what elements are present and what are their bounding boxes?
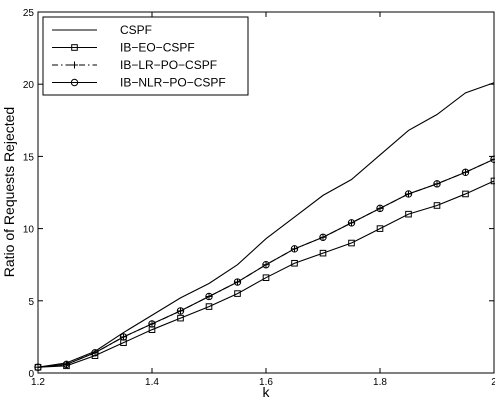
circle-marker — [233, 278, 242, 286]
square-marker — [319, 249, 327, 257]
legend-label: CSPF — [120, 23, 152, 37]
circle-marker — [290, 245, 299, 253]
circle-marker — [404, 190, 413, 198]
circle-marker — [347, 219, 356, 227]
y-tick-label: 0 — [28, 369, 34, 380]
square-marker — [405, 210, 412, 218]
circle-marker — [490, 155, 495, 163]
y-axis-label: Ratio of Requests Rejected — [1, 107, 17, 277]
x-tick-label: 1.2 — [31, 377, 45, 388]
circle-marker — [433, 180, 441, 188]
series-line — [37, 82, 495, 368]
square-marker — [177, 314, 184, 322]
circle-marker — [461, 168, 470, 176]
y-tick-label: 5 — [28, 297, 34, 308]
x-tick-label: 1.4 — [145, 377, 159, 388]
circle-marker — [376, 204, 384, 213]
plus-marker — [71, 61, 78, 69]
legend-label: IB−EO−CSPF — [120, 41, 195, 55]
square-marker — [433, 202, 441, 209]
y-tick-label: 10 — [23, 225, 35, 236]
circle-marker — [62, 360, 71, 369]
x-tick-label: 1.8 — [373, 377, 387, 388]
y-tick-label: 15 — [23, 152, 35, 163]
legend: CSPF IB−EO−CSPF IB−LR−PO−CSPF IB−NLR−PO−CSP… — [42, 16, 249, 96]
y-tick-label: 20 — [23, 80, 35, 91]
series-1 — [34, 177, 495, 371]
circle-marker — [34, 363, 42, 371]
circle-marker — [262, 261, 270, 269]
circle-marker — [319, 233, 327, 241]
circle-marker — [148, 320, 156, 328]
circle-marker — [205, 292, 213, 301]
series-line — [37, 180, 495, 368]
square-marker — [462, 190, 469, 198]
x-axis-label: k — [263, 384, 271, 400]
square-marker — [262, 274, 270, 281]
y-tick-label: 25 — [23, 8, 35, 19]
square-marker — [490, 177, 495, 185]
circle-marker — [91, 349, 99, 357]
series-0 — [37, 82, 495, 368]
legend-label: IB−NLR−PO−CSPF — [120, 76, 226, 90]
square-marker — [205, 303, 213, 310]
series-layer — [34, 82, 495, 371]
square-marker — [234, 290, 241, 297]
series-3 — [34, 155, 495, 371]
square-marker — [348, 239, 355, 247]
x-tick-label: 2 — [491, 377, 495, 388]
circle-marker — [119, 333, 128, 341]
legend-label: IB−LR−PO−CSPF — [120, 58, 217, 72]
square-marker — [376, 225, 384, 232]
circle-marker — [176, 307, 185, 315]
square-marker — [71, 44, 78, 51]
circle-marker — [70, 78, 79, 87]
series-line — [37, 158, 495, 368]
square-marker — [291, 259, 298, 267]
x-tick-label: 1.6 — [259, 377, 273, 388]
